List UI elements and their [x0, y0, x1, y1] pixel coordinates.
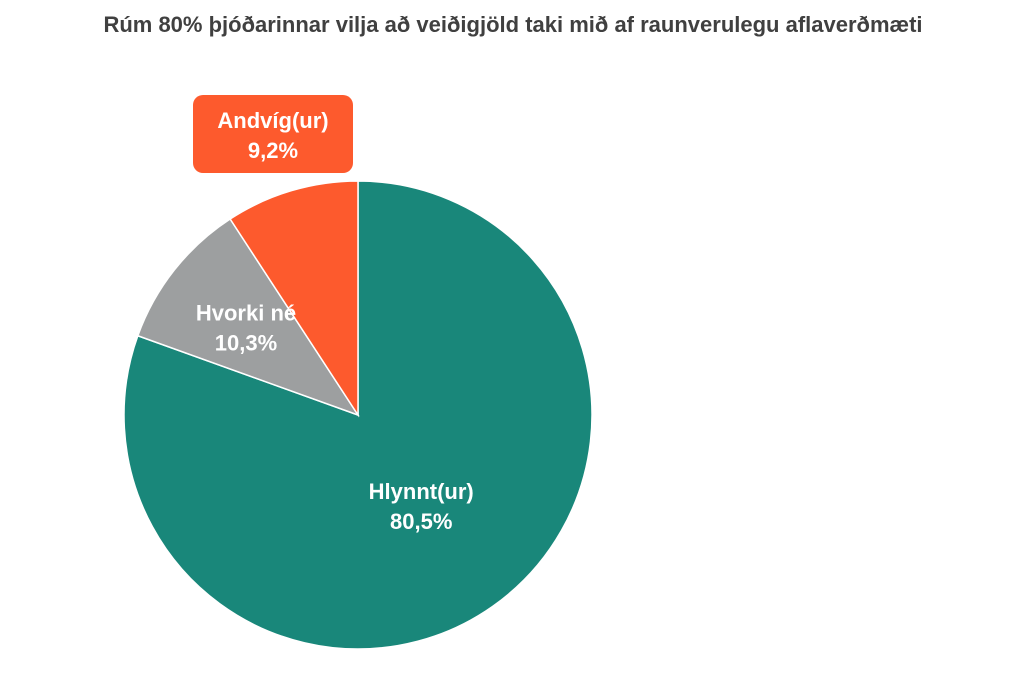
callout-box-3 [193, 95, 353, 173]
pie-slice-3 [229, 180, 359, 418]
pie-slices [123, 180, 593, 650]
slice-value-label-2: 10,3% [215, 331, 277, 356]
slice-value-label-3: 9,2% [248, 138, 298, 163]
pie-labels: Hlynnt(ur) 80,5% Hvorki né 10,3% Andvíg(ur) 9… [193, 95, 474, 534]
chart-title: Rúm 80% þjóðarinnar vilja að veiðigjöld … [103, 12, 923, 37]
pie-slice-2 [136, 217, 360, 417]
slice-value-label-1: 80,5% [390, 509, 452, 534]
slice-name-label-3: Andvíg(ur) [217, 108, 328, 133]
slice-name-label-1: Hlynnt(ur) [369, 479, 474, 504]
slice-name-label-2: Hvorki né [196, 301, 296, 326]
